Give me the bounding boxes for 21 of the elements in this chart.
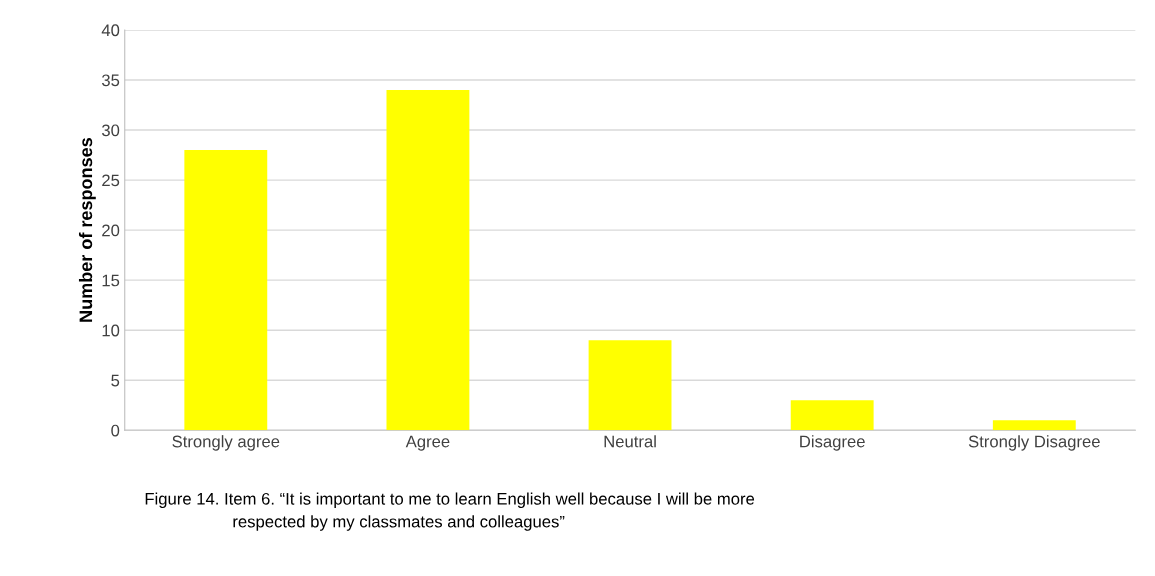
bar (386, 90, 470, 431)
caption: Figure 14. Item 6. “It is important to me to learn English well because I will be more respected by my classmates and colleagues” (145, 492, 755, 531)
bar (992, 420, 1076, 431)
y-tick-label: 25 (102, 174, 120, 187)
y-tick-label: 20 (102, 224, 120, 237)
bar (184, 150, 268, 431)
y-tick-label: 10 (102, 324, 120, 337)
y-tick-label: 15 (102, 274, 120, 287)
x-tick-label: Strongly agree (172, 435, 280, 451)
y-tick-label: 5 (111, 374, 120, 387)
x-tick-label: Strongly Disagree (968, 435, 1100, 451)
y-tick-label: 40 (101, 24, 120, 37)
bar (588, 340, 672, 431)
x-tick-label: Agree (405, 435, 450, 451)
y-axis-title: Number of responses (78, 138, 96, 322)
x-tick-label: Disagree (800, 435, 865, 451)
y-tick-label: 30 (101, 124, 120, 137)
x-tick-label: Neutral (604, 435, 656, 448)
y-tick-label: 35 (101, 74, 120, 87)
bar (790, 400, 874, 431)
y-tick-label: 0 (111, 424, 120, 437)
